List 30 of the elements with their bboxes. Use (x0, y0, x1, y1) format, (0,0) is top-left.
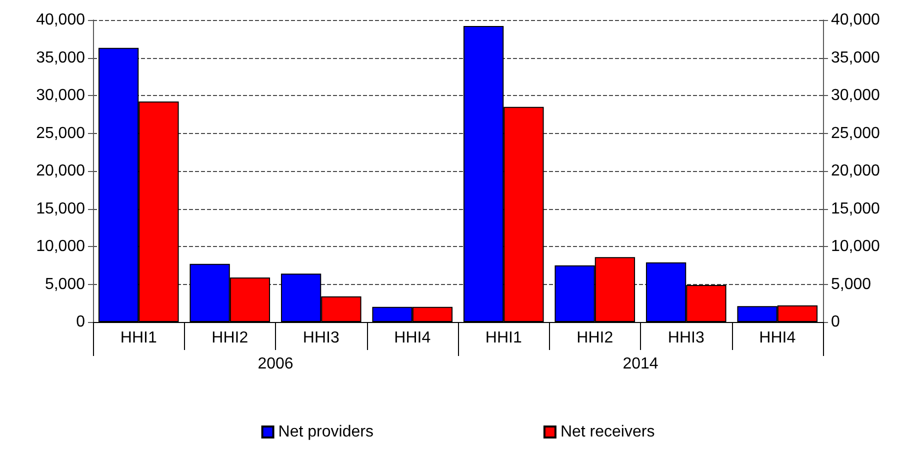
y-tick-label: 15,000 (36, 200, 86, 218)
y-tick-label: 0 (76, 314, 86, 330)
y-tick-label: 25,000 (36, 124, 86, 142)
y2-tick-label: 40,000 (831, 12, 880, 28)
y-tick-label: 35,000 (36, 49, 86, 66)
y2-tick-label: 0 (831, 314, 840, 330)
x-tick-label: HHI1 (485, 330, 522, 346)
y-tick-label: 20,000 (36, 162, 86, 180)
y-tick-label: 5,000 (44, 276, 86, 293)
x-tick-label: HHI4 (394, 330, 431, 346)
y2-tick-label: 5,000 (831, 276, 872, 293)
text: 2006 (258, 356, 294, 372)
y2-tick-label: 20,000 (831, 162, 880, 180)
y2-tick-label: 25,000 (831, 124, 880, 142)
x-tick-label: HHI3 (302, 330, 340, 346)
legend-label: Net providers (278, 424, 374, 440)
x-tick-label: HHI1 (120, 330, 157, 346)
y-tick-label: 30,000 (36, 87, 86, 104)
x-tick-label: HHI2 (212, 330, 248, 346)
x-tick-label: HHI4 (759, 330, 796, 346)
legend-label: Net receivers (560, 424, 655, 440)
y2-tick-label: 15,000 (831, 200, 880, 218)
x-tick-label: HHI2 (576, 330, 614, 346)
y-tick-label: 40,000 (36, 12, 86, 28)
y2-tick-label: 30,000 (831, 87, 880, 104)
x-tick-label: HHI3 (668, 330, 704, 346)
text: 2014 (622, 356, 658, 372)
y2-tick-label: 10,000 (831, 238, 880, 255)
y-tick-label: 10,000 (36, 238, 86, 255)
y2-tick-label: 35,000 (831, 49, 880, 66)
